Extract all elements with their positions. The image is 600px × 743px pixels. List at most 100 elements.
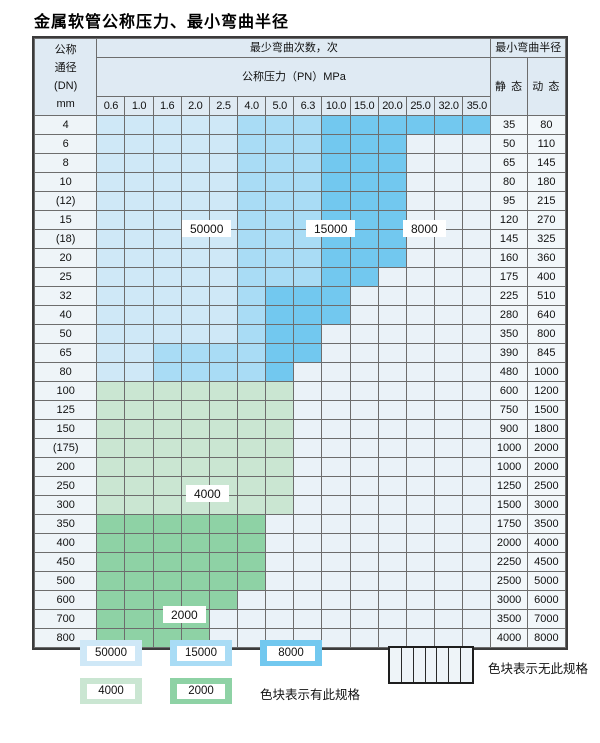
cell-spec <box>462 267 492 287</box>
cell-spec <box>293 381 323 401</box>
cell-spec <box>237 628 267 648</box>
cell-spec <box>349 495 379 515</box>
cell-spec <box>124 324 154 344</box>
cell-static-radius: 1750 <box>490 514 528 534</box>
legend-swatch-15000: 15000 <box>170 640 232 666</box>
cell-spec <box>293 457 323 477</box>
cell-spec <box>237 248 267 268</box>
cell-dn: 125 <box>33 400 98 420</box>
cell-dn: 350 <box>33 514 98 534</box>
cell-spec <box>265 457 295 477</box>
cell-spec <box>208 457 239 477</box>
cell-spec <box>96 248 126 268</box>
cell-static-radius: 3000 <box>490 590 528 610</box>
cell-spec <box>462 229 492 249</box>
header-pn-col: 1.6 <box>152 96 182 116</box>
cell-spec <box>462 191 492 211</box>
cell-spec <box>434 495 464 515</box>
cell-spec <box>434 286 464 306</box>
cell-spec <box>321 191 351 211</box>
cell-spec <box>321 381 351 401</box>
cell-spec <box>377 628 407 648</box>
cell-spec <box>434 400 464 420</box>
spec-table-container: 公称 通径 (DN) mm 最少弯曲次数，次 最小弯曲半径 公称压力（PN）MP… <box>32 36 568 650</box>
header-static: 静 态 <box>490 57 528 116</box>
cell-dn: (175) <box>33 438 98 458</box>
cell-spec <box>321 305 351 325</box>
cell-spec <box>462 305 492 325</box>
cell-spec <box>208 248 239 268</box>
cell-spec <box>152 476 182 496</box>
cell-static-radius: 280 <box>490 305 528 325</box>
header-bend-count: 最少弯曲次数，次 <box>96 38 492 58</box>
cell-spec <box>237 267 267 287</box>
cell-spec <box>377 362 407 382</box>
cell-spec <box>124 267 154 287</box>
cell-spec <box>405 362 436 382</box>
cell-spec <box>321 267 351 287</box>
cell-dn: 4 <box>33 115 98 135</box>
cell-spec <box>405 533 436 553</box>
cell-spec <box>265 419 295 439</box>
cell-dn: 6 <box>33 134 98 154</box>
header-pn-col: 20.0 <box>377 96 407 116</box>
cell-spec <box>124 362 154 382</box>
cell-dynamic-radius: 180 <box>526 172 567 192</box>
cell-spec <box>321 248 351 268</box>
legend-blank-swatch <box>388 646 474 684</box>
cell-spec <box>237 381 267 401</box>
cell-spec <box>96 172 126 192</box>
cell-spec <box>321 609 351 629</box>
cell-spec <box>349 609 379 629</box>
cell-dn: 700 <box>33 609 98 629</box>
cell-spec <box>152 305 182 325</box>
cell-spec <box>208 267 239 287</box>
table-body: 4 35 80 6 50 110 8 65 145 10 80 180 (12) 95 215 15 120 27… <box>33 115 567 648</box>
cell-spec <box>434 191 464 211</box>
cell-spec <box>208 362 239 382</box>
cell-spec <box>377 533 407 553</box>
cell-spec <box>434 590 464 610</box>
cell-spec <box>96 286 126 306</box>
cell-spec <box>152 248 182 268</box>
cell-spec <box>405 590 436 610</box>
cell-spec <box>208 438 239 458</box>
cell-spec <box>405 381 436 401</box>
cell-spec <box>405 267 436 287</box>
table-row: 80 480 1000 <box>33 362 567 382</box>
cell-dynamic-radius: 800 <box>526 324 567 344</box>
cell-spec <box>265 362 295 382</box>
cell-spec <box>377 267 407 287</box>
legend-swatch-50000: 50000 <box>80 640 142 666</box>
cell-spec <box>405 305 436 325</box>
cell-spec <box>462 115 492 135</box>
cell-spec <box>293 343 323 363</box>
cell-spec <box>152 400 182 420</box>
cell-spec <box>208 305 239 325</box>
cell-static-radius: 900 <box>490 419 528 439</box>
cell-spec <box>377 172 407 192</box>
legend-has-spec-note: 色块表示有此规格 <box>260 688 361 702</box>
cell-spec <box>349 343 379 363</box>
cell-static-radius: 350 <box>490 324 528 344</box>
cell-spec <box>377 552 407 572</box>
table-row: 150 900 1800 <box>33 419 567 439</box>
table-row: 300 1500 3000 <box>33 495 567 515</box>
cell-spec <box>96 457 126 477</box>
cell-spec <box>265 248 295 268</box>
cell-dynamic-radius: 510 <box>526 286 567 306</box>
cell-spec <box>349 438 379 458</box>
cell-spec <box>293 476 323 496</box>
matrix-callout: 4000 <box>186 485 229 502</box>
cell-spec <box>265 343 295 363</box>
cell-spec <box>124 115 154 135</box>
cell-spec <box>237 457 267 477</box>
cell-spec <box>462 590 492 610</box>
cell-dn: 600 <box>33 590 98 610</box>
cell-spec <box>265 400 295 420</box>
cell-spec <box>96 210 126 230</box>
cell-spec <box>293 248 323 268</box>
cell-spec <box>265 134 295 154</box>
cell-spec <box>237 210 267 230</box>
